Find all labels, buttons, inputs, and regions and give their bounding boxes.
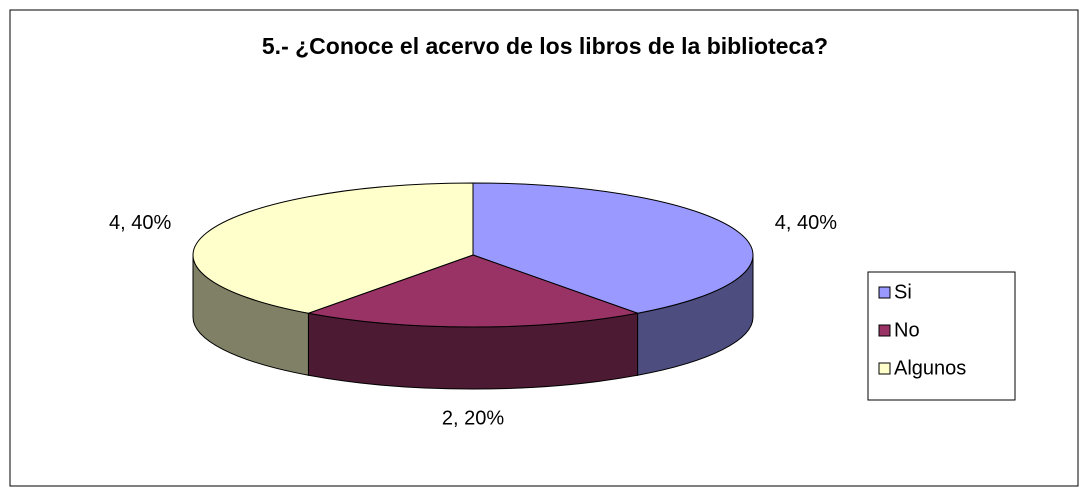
data-label: 2, 20% [442,407,504,429]
pie-slice [472,182,754,314]
legend-label: Si [894,281,912,303]
legend-label: Algunos [894,357,966,379]
pie-slice [306,254,640,328]
legend-swatch [878,324,891,337]
pie-slice [192,182,474,314]
legend-swatch [878,362,891,375]
chart-title: 5.- ¿Conoce el acervo de los libros de l… [262,33,828,59]
data-label: 4, 40% [109,212,171,234]
legend-swatch [878,286,891,299]
legend-box [867,271,1016,401]
data-label: 4, 40% [775,212,837,234]
legend-label: No [894,319,920,341]
